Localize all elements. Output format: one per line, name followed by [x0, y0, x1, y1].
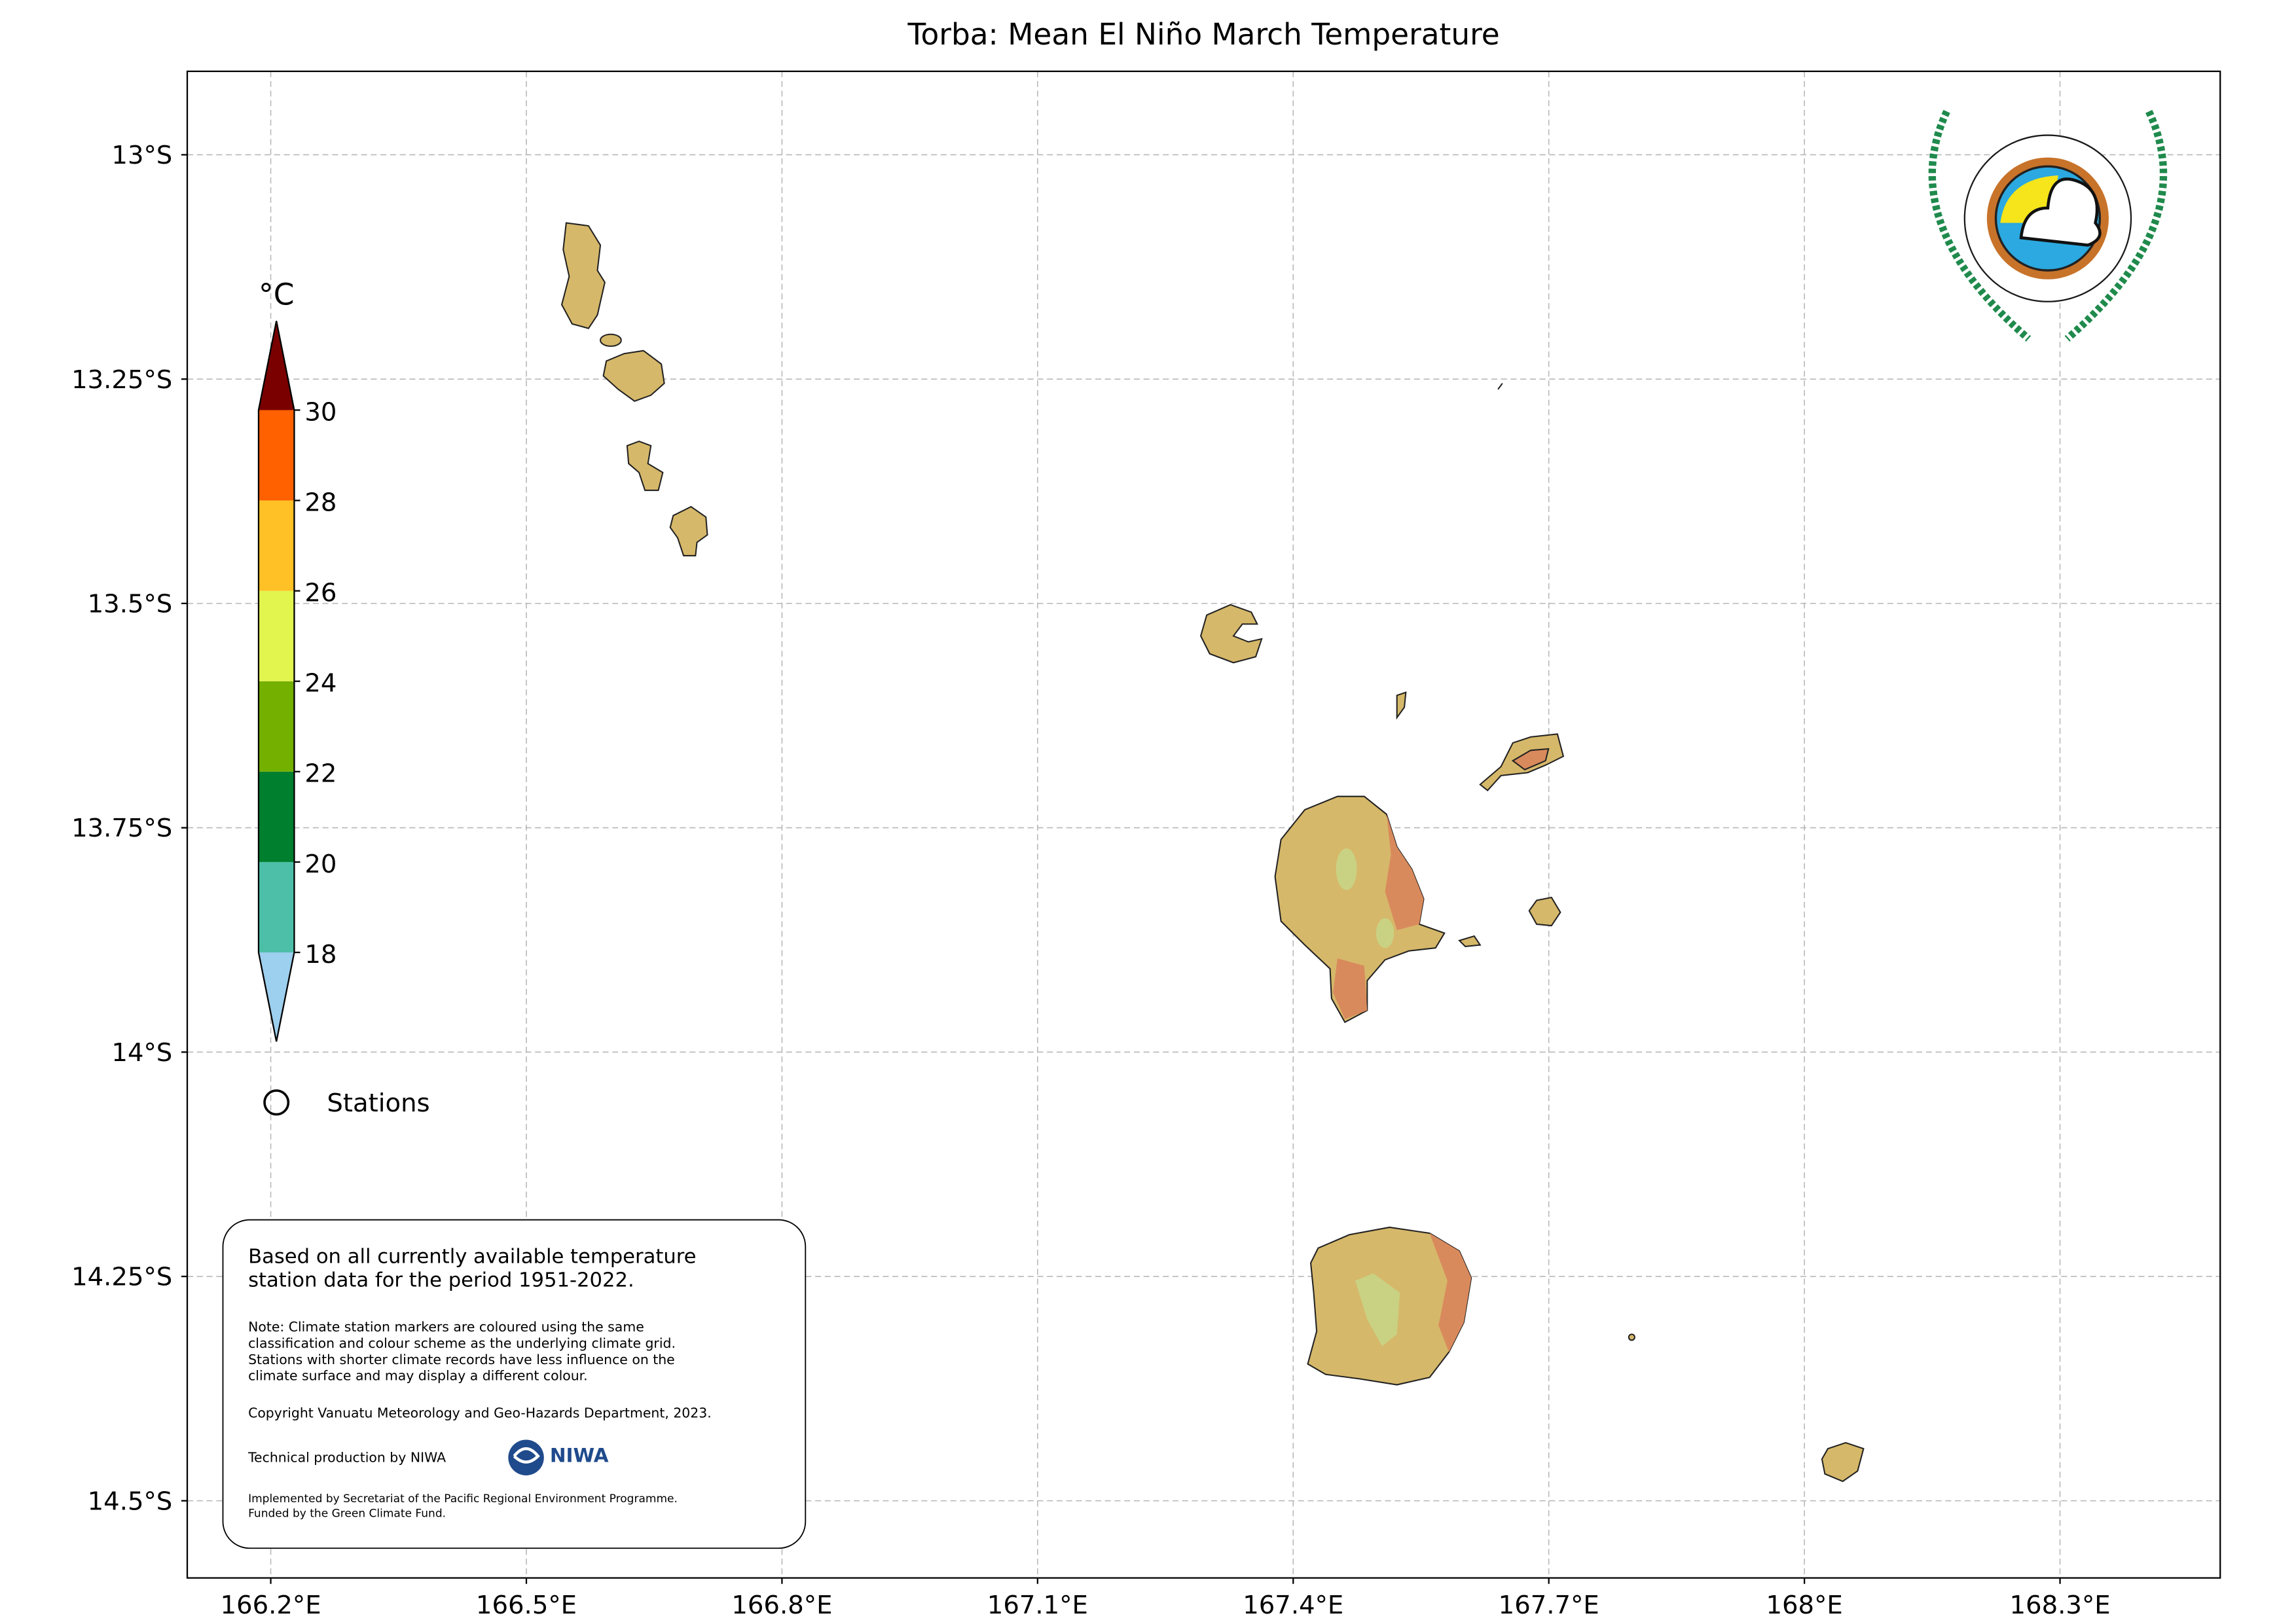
- colorbar-segment: [258, 771, 295, 862]
- colorbar-segment: [258, 500, 295, 591]
- colorbar-extend-high: [258, 321, 295, 410]
- niwa-logo: [508, 1439, 544, 1476]
- y-tick-label: 13.25°S: [71, 365, 172, 395]
- legend-marker: [263, 1089, 290, 1116]
- vmgd-logo: [1928, 109, 2168, 342]
- colorbar-segment: [258, 861, 295, 953]
- info-note: classification and colour scheme as the …: [248, 1335, 676, 1351]
- y-tick-label: 13.75°S: [71, 814, 172, 843]
- info-implemented: Funded by the Green Climate Fund.: [248, 1507, 446, 1521]
- logo-cloud: [2019, 177, 2102, 247]
- x-tick-label: 167.4°E: [1243, 1591, 1343, 1620]
- island: [1497, 383, 1503, 390]
- island: [1821, 1441, 1865, 1483]
- x-tick-label: 168.3°E: [2010, 1591, 2111, 1620]
- island-warm: [1429, 1233, 1472, 1352]
- x-tick-label: 166.2°E: [220, 1591, 321, 1620]
- island: [669, 505, 708, 556]
- island: [602, 350, 665, 403]
- islands: [560, 222, 1865, 1483]
- colorbar-unit: °C: [259, 277, 294, 312]
- colorbar-segment: [258, 410, 295, 501]
- info-note: Note: Climate station markers are colour…: [248, 1319, 644, 1335]
- y-tick-label: 13°S: [111, 141, 172, 170]
- info-text: station data for the period 1951-2022.: [248, 1269, 634, 1292]
- colorbar-extend-low: [258, 952, 295, 1042]
- colorbar-tick-label: 26: [304, 579, 337, 608]
- highland: [1336, 848, 1357, 890]
- island: [626, 441, 664, 492]
- island: [1199, 604, 1263, 664]
- highland: [1355, 1273, 1400, 1346]
- y-tick-label: 14.5°S: [88, 1487, 173, 1516]
- island: [560, 222, 606, 329]
- island: [1458, 935, 1482, 947]
- colorbar-tick-label: 20: [304, 850, 337, 879]
- x-tick-label: 168°E: [1766, 1591, 1842, 1620]
- colorbar-tick-label: 28: [304, 488, 337, 517]
- x-tick-label: 166.5°E: [476, 1591, 577, 1620]
- laurel: [2064, 109, 2168, 342]
- x-tick-label: 167.7°E: [1499, 1591, 1599, 1620]
- info-text: Based on all currently available tempera…: [248, 1245, 696, 1268]
- info-production: Technical production by NIWA: [247, 1450, 446, 1466]
- highland: [1376, 918, 1394, 948]
- x-tick-label: 166.8°E: [731, 1591, 832, 1620]
- colorbar-segment: [258, 590, 295, 681]
- colorbar-tick-label: 22: [304, 759, 337, 789]
- info-implemented: Implemented by Secretariat of the Pacifi…: [248, 1492, 678, 1506]
- island-warm: [1511, 748, 1550, 770]
- island: [1628, 1333, 1635, 1341]
- map-title: Torba: Mean El Niño March Temperature: [907, 17, 1500, 52]
- y-tick-label: 13.5°S: [88, 589, 173, 619]
- info-note: Stations with shorter climate records ha…: [248, 1352, 675, 1367]
- map-frame: [186, 70, 2221, 1579]
- island: [600, 333, 622, 347]
- island: [1396, 691, 1407, 720]
- x-tick-label: 167.1°E: [987, 1591, 1088, 1620]
- island: [1528, 896, 1561, 927]
- island-warm: [1333, 814, 1424, 1020]
- info-copyright: Copyright Vanuatu Meteorology and Geo-Ha…: [248, 1405, 712, 1420]
- legend-label: Stations: [327, 1089, 429, 1118]
- niwa-wordmark: NIWA: [550, 1445, 609, 1467]
- colorbar-tick-label: 24: [304, 669, 337, 698]
- y-tick-label: 14°S: [111, 1038, 172, 1068]
- colorbar: 18 20 22 24 26 28 30: [257, 321, 337, 1042]
- colorbar-segment: [258, 681, 295, 772]
- info-box: [222, 1219, 807, 1549]
- laurel: [1928, 109, 2032, 342]
- info-note: climate surface and may display a differ…: [248, 1368, 588, 1384]
- colorbar-tick-label: 18: [304, 940, 337, 969]
- colorbar-tick-label: 30: [304, 397, 337, 427]
- y-tick-label: 14.25°S: [71, 1263, 172, 1292]
- niwa-logo-swirl: [513, 1447, 540, 1464]
